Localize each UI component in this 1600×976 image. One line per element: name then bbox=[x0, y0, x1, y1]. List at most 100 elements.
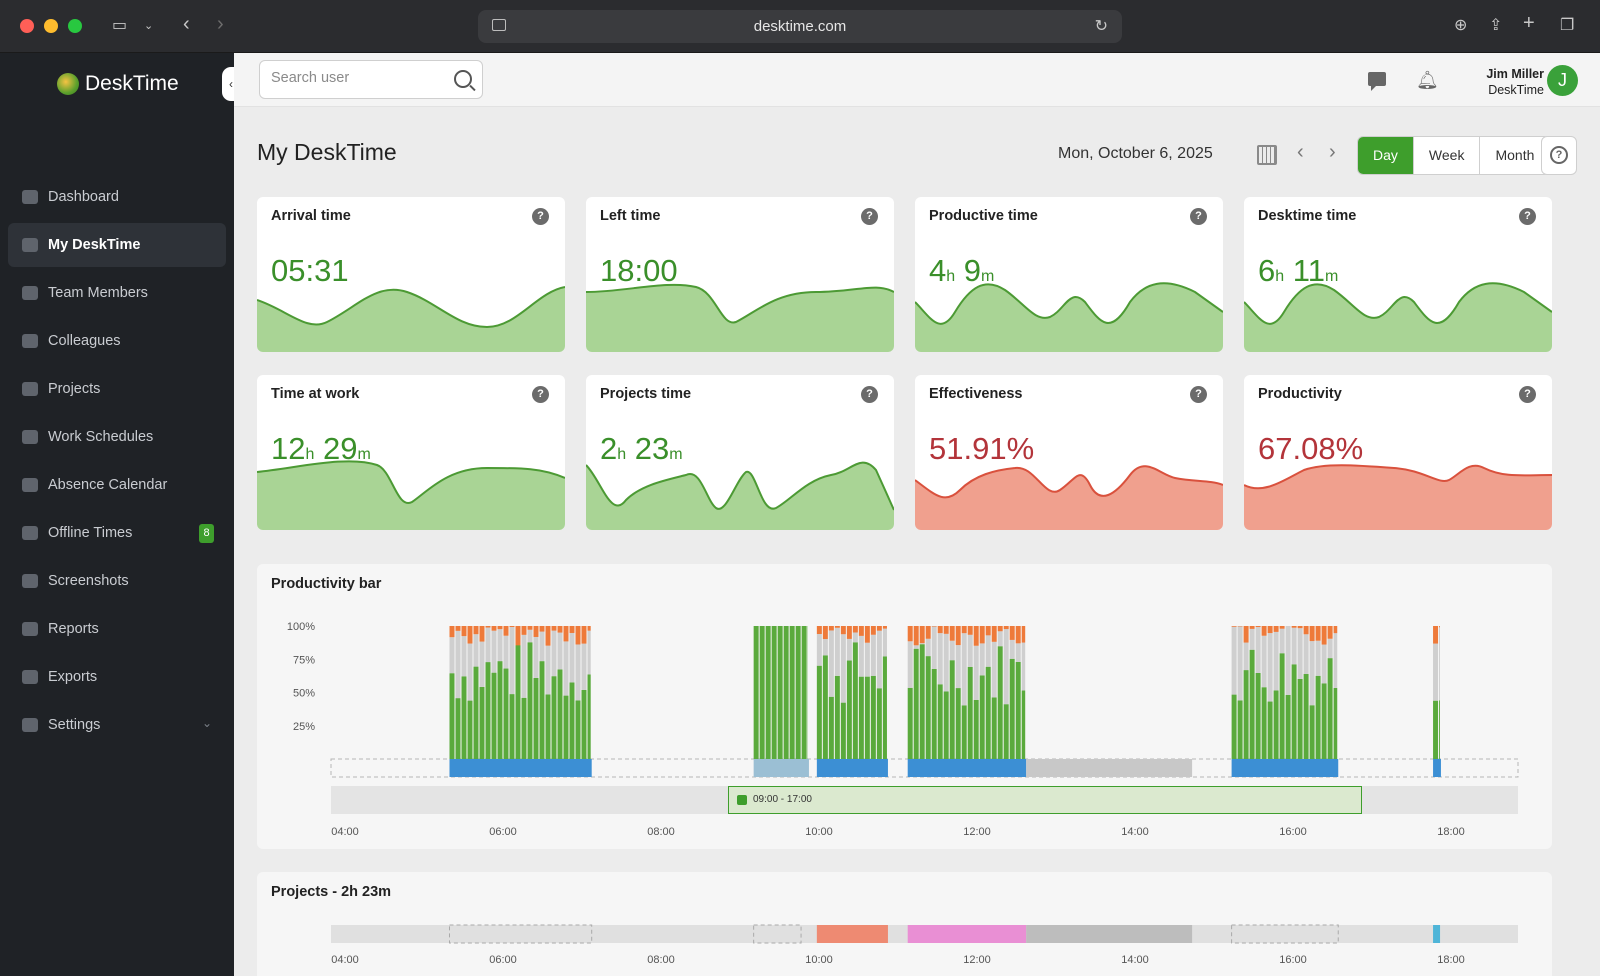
sparkline bbox=[586, 283, 894, 352]
window-minimize-button[interactable] bbox=[44, 19, 58, 33]
work-hours-bar[interactable]: 09:00 - 17:00 bbox=[728, 786, 1362, 814]
metric-card-productive-time[interactable]: Productive time? 4h 9m bbox=[915, 197, 1223, 352]
sidebar-toggle-icon[interactable]: ▭ bbox=[112, 17, 128, 34]
forward-icon[interactable]: › bbox=[217, 13, 224, 35]
calendar-icon[interactable] bbox=[1257, 145, 1277, 165]
sidebar-item-projects[interactable]: Projects bbox=[8, 367, 226, 411]
share-icon[interactable]: ⇪ bbox=[1489, 17, 1503, 34]
metric-card-left-time[interactable]: Left time? 18:00 bbox=[586, 197, 894, 352]
metric-card-desktime-time[interactable]: Desktime time? 6h 11m bbox=[1244, 197, 1552, 352]
neutral-bar bbox=[955, 645, 961, 689]
sidebar-item-reports[interactable]: Reports bbox=[8, 607, 226, 651]
x-tick-label: 18:00 bbox=[1437, 826, 1465, 838]
unproductive-bar bbox=[979, 626, 985, 644]
neutral-bar bbox=[1279, 628, 1285, 654]
tab-overview-icon[interactable]: ❐ bbox=[1560, 17, 1575, 34]
chevron-down-icon[interactable]: ⌄ bbox=[144, 20, 154, 32]
help-icon[interactable]: ? bbox=[1190, 208, 1207, 225]
unproductive-bar bbox=[973, 626, 979, 646]
chevron-down-icon[interactable]: ⌄ bbox=[201, 716, 212, 730]
avatar[interactable]: J bbox=[1547, 65, 1578, 96]
unassigned-segment bbox=[1231, 924, 1339, 944]
sidebar-item-settings[interactable]: Settings ⌄ bbox=[8, 703, 226, 747]
help-icon[interactable]: ? bbox=[861, 386, 878, 403]
metric-card-arrival-time[interactable]: Arrival time? 05:31 bbox=[257, 197, 565, 352]
metric-card-effectiveness[interactable]: Effectiveness? 51.91% bbox=[915, 375, 1223, 530]
metric-card-time-at-work[interactable]: Time at work? 12h 29m bbox=[257, 375, 565, 530]
clock-icon bbox=[20, 524, 40, 542]
unproductive-bar bbox=[997, 626, 1003, 632]
sparkline-line bbox=[257, 460, 565, 504]
productive-bar bbox=[455, 698, 461, 759]
neutral-bar bbox=[822, 639, 828, 656]
search-input[interactable] bbox=[271, 70, 441, 86]
unproductive-bar bbox=[1009, 626, 1015, 640]
neutral-bar bbox=[539, 631, 545, 662]
metric-value: 05:31 bbox=[271, 253, 349, 288]
sidebar-item-screenshots[interactable]: Screenshots bbox=[8, 559, 226, 603]
user-name[interactable]: Jim Miller bbox=[1486, 67, 1544, 81]
sidebar-item-offline-times[interactable]: Offline Times 8 bbox=[8, 511, 226, 555]
metric-card-projects-time[interactable]: Projects time? 2h 23m bbox=[586, 375, 894, 530]
help-icon[interactable]: ? bbox=[532, 208, 549, 225]
help-icon[interactable]: ? bbox=[1519, 386, 1536, 403]
help-button[interactable]: ? bbox=[1541, 136, 1577, 175]
x-tick-label: 16:00 bbox=[1279, 826, 1307, 838]
screenshot-icon bbox=[20, 572, 40, 590]
search-icon[interactable] bbox=[454, 70, 472, 88]
productive-bar bbox=[931, 668, 937, 759]
neutral-bar bbox=[503, 635, 509, 669]
back-icon[interactable]: ‹ bbox=[183, 13, 190, 35]
next-day-icon[interactable]: › bbox=[1329, 141, 1336, 163]
sidebar-item-absence-calendar[interactable]: Absence Calendar bbox=[8, 463, 226, 507]
sidebar-item-exports[interactable]: Exports bbox=[8, 655, 226, 699]
productive-bar bbox=[539, 661, 545, 759]
metric-value-group: 67.08% bbox=[1258, 431, 1363, 467]
productive-bar bbox=[569, 682, 575, 759]
search-box[interactable] bbox=[259, 60, 483, 99]
neutral-bar bbox=[461, 636, 467, 677]
sidebar-item-colleagues[interactable]: Colleagues bbox=[8, 319, 226, 363]
metric-value: 51.91% bbox=[929, 431, 1035, 466]
sidebar-item-team-members[interactable]: Team Members bbox=[8, 271, 226, 315]
metric-title: Desktime time bbox=[1258, 208, 1357, 224]
productive-bar bbox=[852, 642, 858, 759]
unproductive-bar bbox=[521, 626, 527, 635]
sidebar-item-work-schedules[interactable]: Work Schedules bbox=[8, 415, 226, 459]
tab-week[interactable]: Week bbox=[1414, 137, 1481, 174]
export-icon bbox=[20, 668, 40, 686]
productive-bar bbox=[1315, 675, 1321, 759]
metric-value-group: 51.91% bbox=[929, 431, 1034, 467]
window-zoom-button[interactable] bbox=[68, 19, 82, 33]
metric-card-productivity[interactable]: Productivity? 67.08% bbox=[1244, 375, 1552, 530]
tab-day[interactable]: Day bbox=[1358, 137, 1414, 174]
productive-bar bbox=[828, 696, 834, 759]
new-tab-icon[interactable]: + bbox=[1523, 12, 1535, 34]
activity-segment bbox=[1231, 759, 1339, 777]
app-logo[interactable]: DeskTime bbox=[57, 69, 179, 99]
metric-value-group: 4h 9m bbox=[929, 253, 994, 289]
help-icon[interactable]: ? bbox=[1190, 386, 1207, 403]
help-icon[interactable]: ? bbox=[1519, 208, 1536, 225]
neutral-bar bbox=[527, 629, 533, 643]
reload-icon[interactable]: ↻ bbox=[1094, 18, 1108, 35]
previous-day-icon[interactable]: ‹ bbox=[1297, 141, 1304, 163]
site-settings-icon[interactable] bbox=[492, 19, 506, 31]
help-icon[interactable]: ? bbox=[861, 208, 878, 225]
help-icon[interactable]: ? bbox=[532, 386, 549, 403]
neutral-bar bbox=[1333, 633, 1338, 688]
sidebar-item-my-desktime[interactable]: My DeskTime bbox=[8, 223, 226, 267]
chat-icon[interactable] bbox=[1368, 72, 1386, 91]
x-tick-label: 12:00 bbox=[963, 826, 991, 838]
unproductive-bar bbox=[876, 626, 882, 631]
x-tick-label: 04:00 bbox=[331, 954, 359, 966]
bell-icon[interactable]: 🔔︎ bbox=[1416, 70, 1439, 90]
productive-bar bbox=[967, 666, 973, 759]
window-close-button[interactable] bbox=[20, 19, 34, 33]
sidebar-item-label: Screenshots bbox=[48, 573, 129, 589]
download-icon[interactable]: ⊕ bbox=[1454, 17, 1468, 34]
address-bar[interactable]: desktime.com ↻ bbox=[478, 10, 1122, 43]
sidebar-item-dashboard[interactable]: Dashboard bbox=[8, 175, 226, 219]
tab-month[interactable]: Month bbox=[1495, 147, 1535, 163]
sparkline bbox=[915, 465, 1223, 530]
